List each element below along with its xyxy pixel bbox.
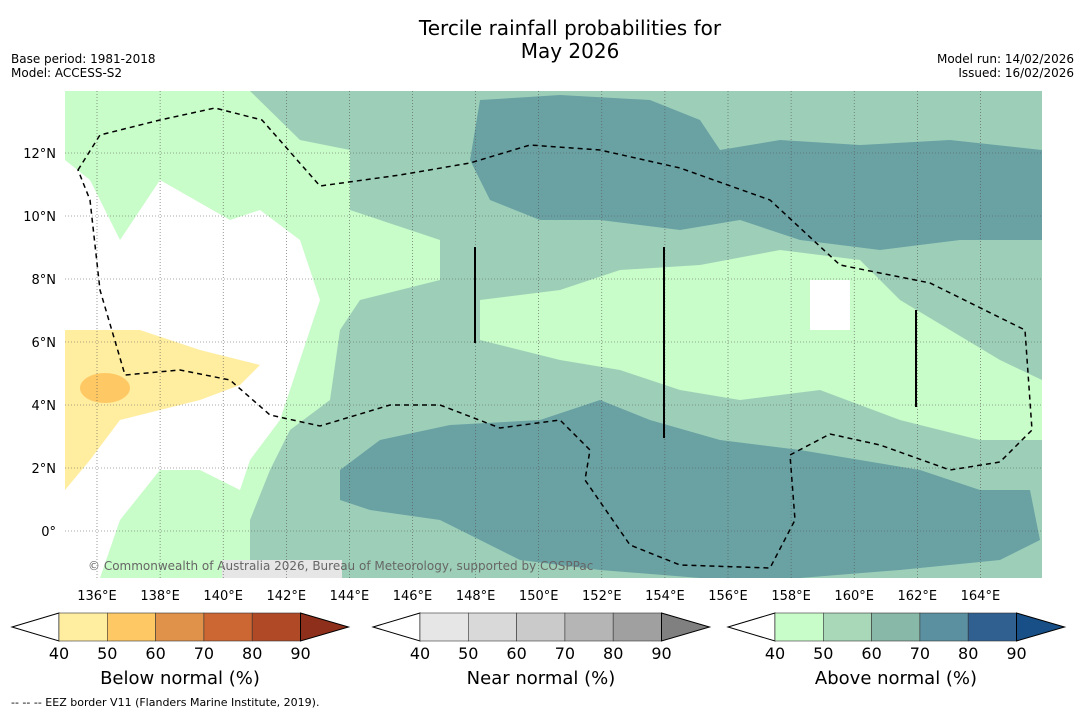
lat-tick-label: 0° bbox=[41, 525, 56, 540]
orange-patch bbox=[80, 373, 130, 403]
lon-tick-label: 150°E bbox=[519, 589, 559, 604]
lon-tick-label: 142°E bbox=[267, 589, 307, 604]
lat-tick-label: 6°N bbox=[32, 336, 57, 351]
colorbar-tick: 90 bbox=[1006, 644, 1026, 663]
title-line-1: Tercile rainfall probabilities for bbox=[418, 16, 722, 40]
colorbar-tick: 70 bbox=[555, 644, 575, 663]
lon-tick-label: 146°E bbox=[393, 589, 433, 604]
lon-tick-label: 158°E bbox=[771, 589, 811, 604]
colorbar-segment bbox=[612, 612, 662, 642]
eez-border bbox=[77, 107, 1033, 569]
colorbar-max-arrow bbox=[661, 612, 712, 642]
eez-footnote: -- -- -- EEZ border V11 (Flanders Marine… bbox=[11, 696, 320, 709]
colorbar-label-below: Below normal (%) bbox=[100, 668, 260, 689]
lon-tick-label: 160°E bbox=[834, 589, 874, 604]
colorbar-tick: 50 bbox=[813, 644, 833, 663]
title-line-2: May 2026 bbox=[520, 39, 620, 63]
colorbar-tick: 40 bbox=[765, 644, 785, 663]
lat-tick-label: 4°N bbox=[32, 399, 57, 414]
lon-tick-label: 156°E bbox=[708, 589, 748, 604]
colorbar-min-arrow bbox=[10, 612, 60, 642]
colorbar-segment bbox=[107, 612, 156, 642]
issued-date: Issued: 16/02/2026 bbox=[958, 66, 1074, 80]
colorbar-tick: 80 bbox=[242, 644, 262, 663]
lat-tick-label: 12°N bbox=[23, 147, 56, 162]
model-run: Model run: 14/02/2026 bbox=[936, 52, 1074, 66]
colorbar-label-above: Above normal (%) bbox=[814, 668, 978, 689]
near-normal-patch bbox=[222, 560, 342, 578]
colorbar-tick: 80 bbox=[958, 644, 978, 663]
colorbars: 40 50 60 70 80 90 40 50 60 70 80 90 40 50 60 70 80 90 bbox=[10, 612, 1067, 663]
colorbar-segment bbox=[774, 612, 824, 642]
colorbar-segment bbox=[155, 612, 205, 642]
yellow-region bbox=[65, 330, 260, 490]
colorbar-segment bbox=[919, 612, 969, 642]
colorbar-min-arrow bbox=[726, 612, 776, 642]
lon-tick-label: 162°E bbox=[898, 589, 938, 604]
lon-tick-label: 144°E bbox=[330, 589, 370, 604]
colorbar-tick: 60 bbox=[145, 644, 165, 663]
lon-tick-label: 140°E bbox=[203, 589, 243, 604]
colorbar-segment bbox=[822, 612, 872, 642]
meta-left: Base period: 1981-2018 Model: ACCESS-S2 bbox=[11, 52, 156, 80]
colorbar-tick: 90 bbox=[651, 644, 671, 663]
lon-tick-label: 136°E bbox=[77, 589, 117, 604]
colorbar-segment bbox=[564, 612, 614, 642]
colorbar-tick: 70 bbox=[910, 644, 930, 663]
colorbar-tick: 40 bbox=[410, 644, 430, 663]
colorbar-segment bbox=[58, 612, 108, 642]
colorbar-tick: 50 bbox=[458, 644, 478, 663]
colorbar-tick: 60 bbox=[861, 644, 881, 663]
colorbar-tick: 50 bbox=[97, 644, 117, 663]
dark-teal-north bbox=[470, 95, 1042, 250]
colorbar-label-near: Near normal (%) bbox=[466, 668, 616, 689]
lat-tick-label: 8°N bbox=[32, 273, 57, 288]
lon-tick-label: 138°E bbox=[140, 589, 180, 604]
meta-right: Model run: 14/02/2026 Issued: 16/02/2026 bbox=[937, 52, 1074, 80]
lon-tick-label: 154°E bbox=[645, 589, 685, 604]
colorbar-segment bbox=[251, 612, 301, 642]
lon-tick-label: 152°E bbox=[582, 589, 622, 604]
colorbar-min-arrow bbox=[371, 612, 421, 642]
copyright-text: © Commonwealth of Australia 2026, Bureau… bbox=[88, 559, 593, 573]
axis-ticks: 136°E 138°E 140°E 142°E 144°E 146°E 148°E 150°E… bbox=[23, 147, 1000, 604]
colorbar-tick: 80 bbox=[603, 644, 623, 663]
colorbar-max-arrow bbox=[300, 612, 351, 642]
colorbar-tick: 60 bbox=[506, 644, 526, 663]
colorbar-tick: 70 bbox=[194, 644, 214, 663]
colorbar-tick: 90 bbox=[290, 644, 310, 663]
model-name: Model: ACCESS-S2 bbox=[11, 66, 123, 80]
light-green-central bbox=[480, 250, 1042, 440]
colorbar-segment bbox=[871, 612, 921, 642]
dark-teal-south bbox=[340, 400, 1040, 578]
base-period: Base period: 1981-2018 bbox=[11, 52, 156, 66]
colorbar-max-arrow bbox=[1016, 612, 1067, 642]
lon-tick-label: 148°E bbox=[456, 589, 496, 604]
colorbar-segment bbox=[967, 612, 1017, 642]
colorbar-segment bbox=[419, 612, 469, 642]
colorbar-segment bbox=[516, 612, 566, 642]
white-patch-east bbox=[810, 280, 850, 330]
lon-tick-label: 164°E bbox=[961, 589, 1001, 604]
lat-tick-label: 10°N bbox=[23, 210, 56, 225]
colorbar-segment bbox=[203, 612, 253, 642]
colorbar-tick: 40 bbox=[49, 644, 69, 663]
graticule bbox=[65, 91, 1042, 578]
colorbar-segment bbox=[467, 612, 517, 642]
lat-tick-label: 2°N bbox=[32, 462, 57, 477]
